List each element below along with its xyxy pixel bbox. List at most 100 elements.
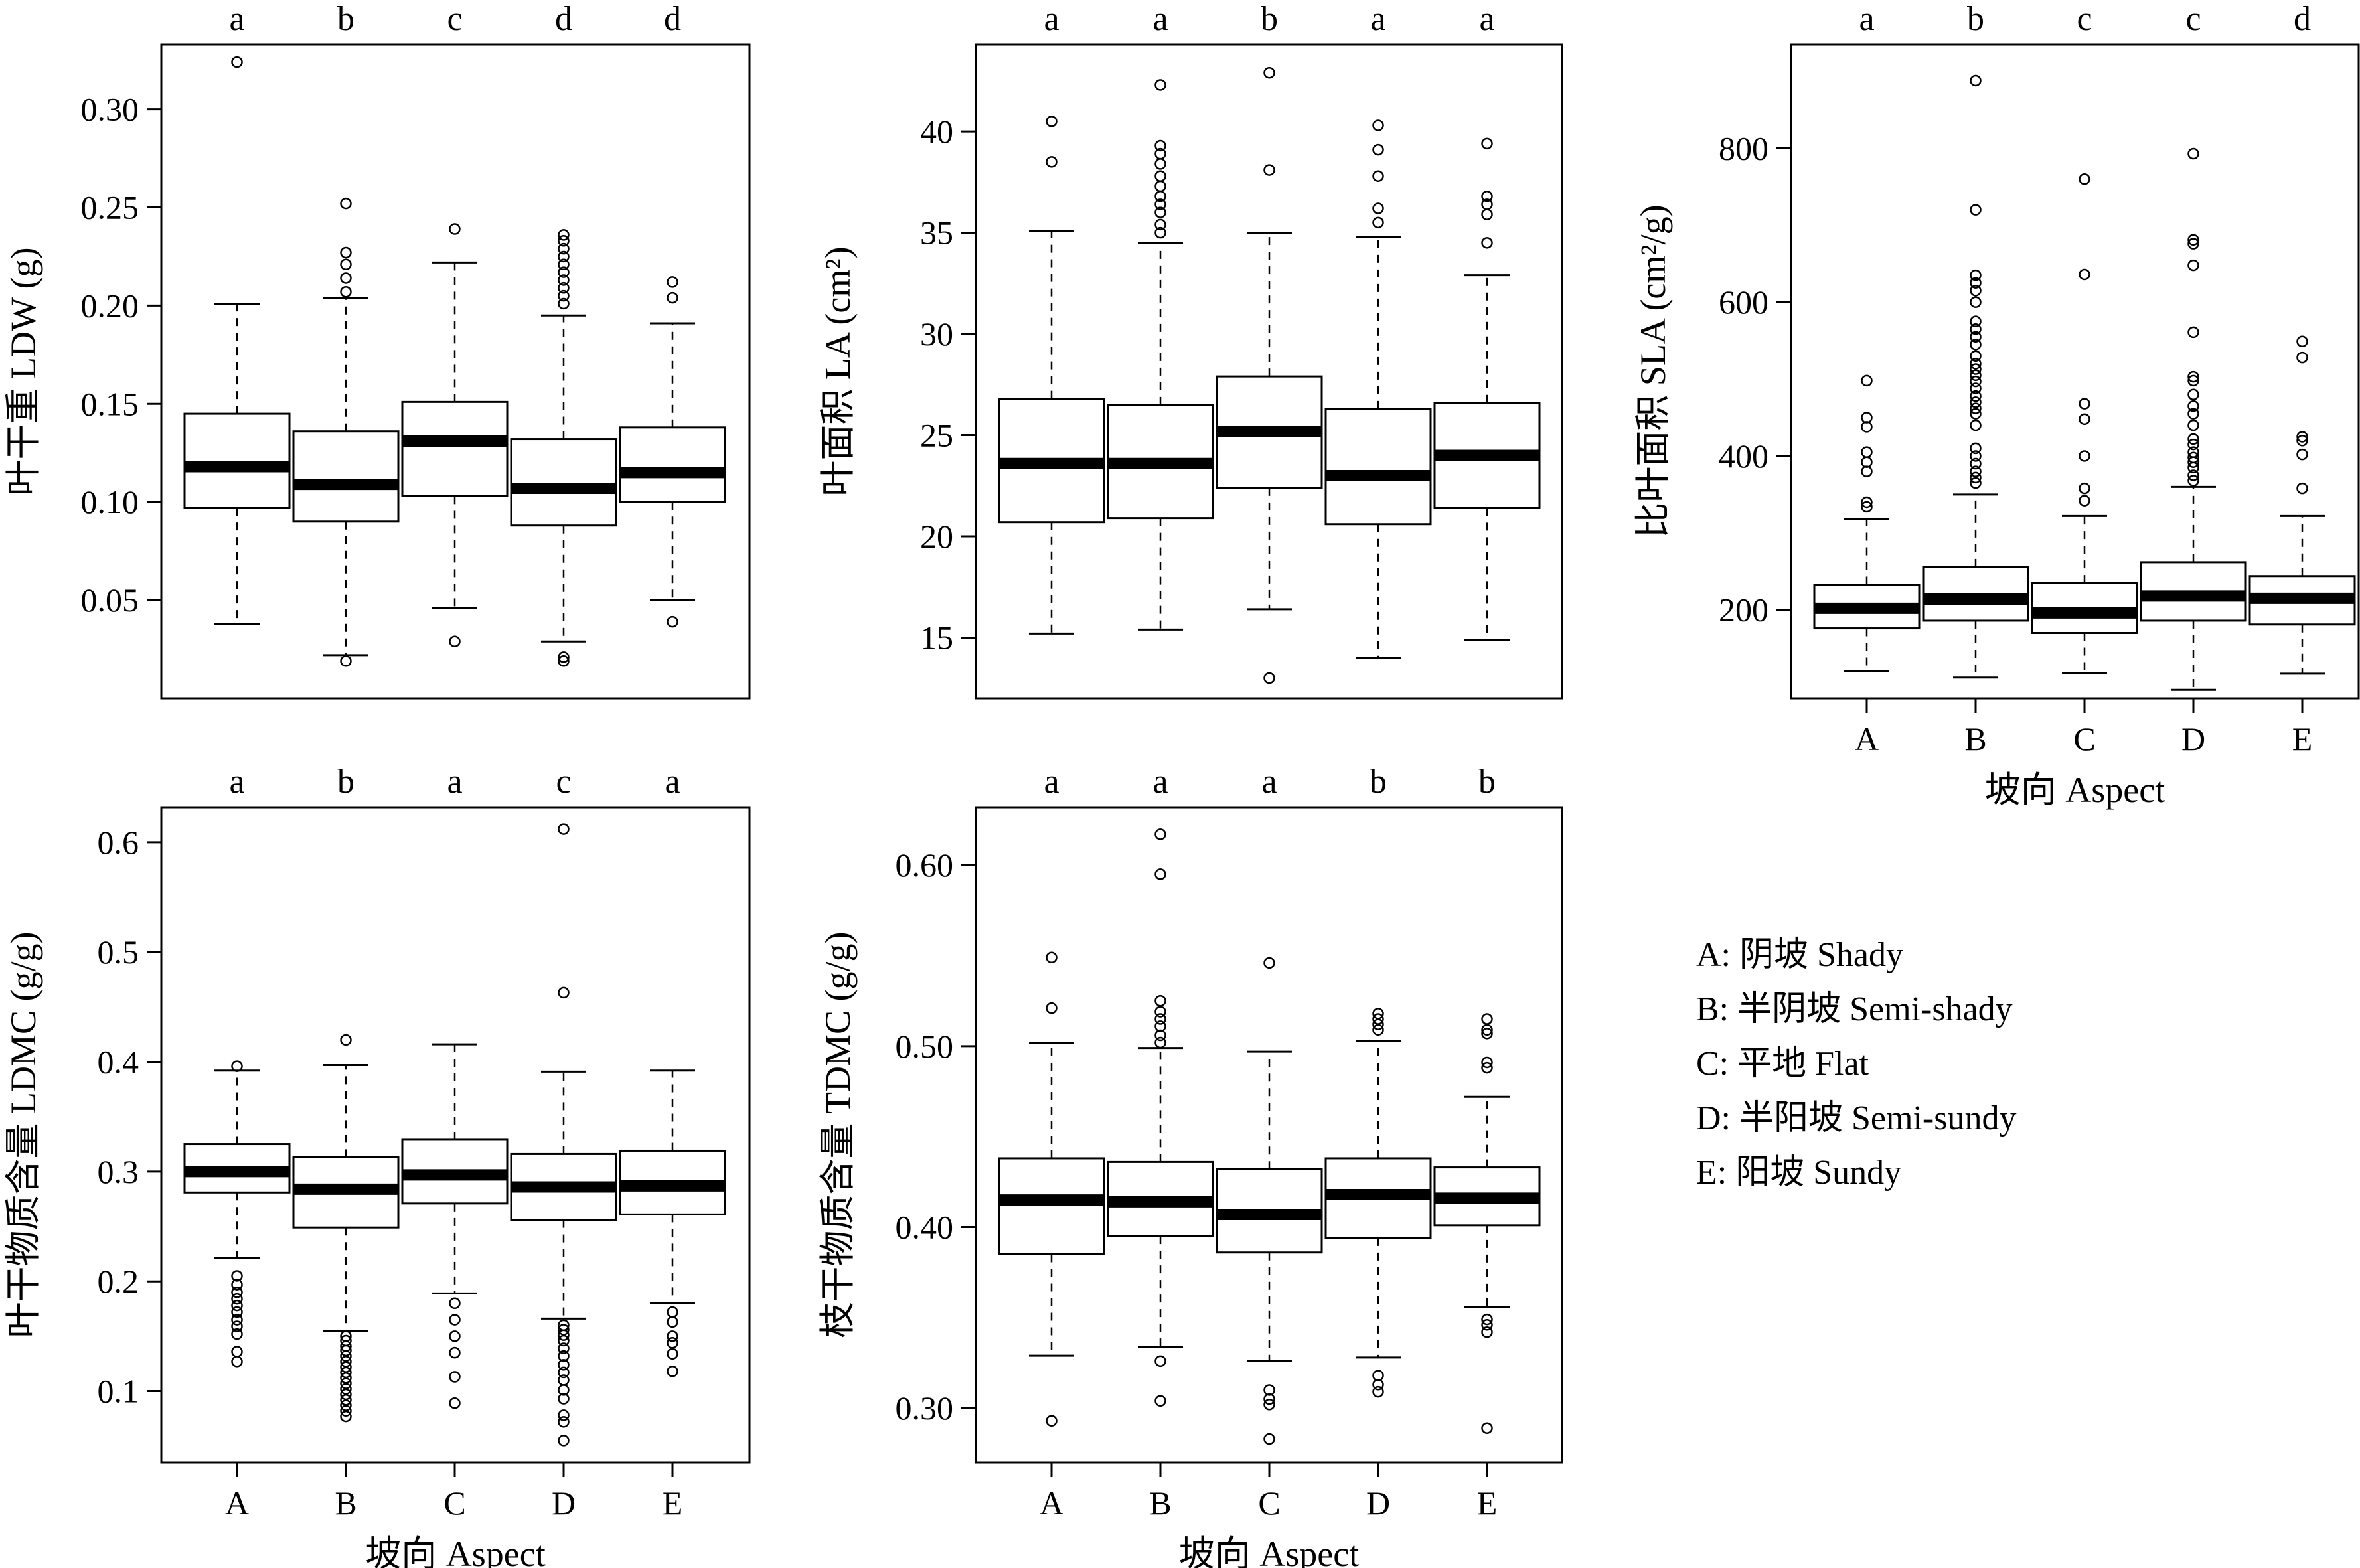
outlier-point — [2187, 469, 2199, 481]
outlier-point — [1970, 396, 1982, 408]
outlier-point — [1154, 994, 1166, 1007]
outlier-point — [1970, 323, 1982, 335]
significance-letter: a — [1859, 0, 1874, 38]
outlier-point — [1970, 419, 1982, 431]
box-B — [1922, 74, 2029, 679]
y-tick-label: 0.30 — [81, 91, 139, 128]
significance-letter: c — [2185, 0, 2201, 38]
legend-item-c: C: 平地 Flat — [1696, 1045, 1869, 1083]
outlier-point — [1970, 382, 1982, 394]
outlier-point — [1372, 119, 1384, 131]
outlier-point — [1372, 170, 1384, 182]
box-E — [1433, 137, 1541, 641]
iqr-box — [183, 412, 291, 509]
outlier-point — [449, 1330, 461, 1342]
outlier-point — [1263, 1384, 1275, 1396]
box-D — [1324, 119, 1432, 659]
outlier-point — [1263, 672, 1275, 684]
y-tick-label: 800 — [1719, 129, 1769, 167]
plot-frame — [975, 43, 1563, 700]
outlier-point — [231, 1356, 243, 1368]
x-tick-label: C — [1258, 1484, 1280, 1522]
significance-letter: d — [664, 0, 681, 38]
outlier-point — [1481, 1319, 1493, 1331]
outlier-point — [558, 1409, 570, 1421]
significance-letter: b — [1261, 0, 1278, 38]
y-axis-title: 比叶面积 SLA (cm²/g) — [1633, 204, 1673, 538]
outlier-point — [1481, 1024, 1493, 1036]
outlier-point — [231, 1286, 243, 1298]
outlier-point — [1263, 66, 1275, 79]
outlier-point — [1372, 1370, 1384, 1381]
outlier-point — [231, 1328, 243, 1340]
outlier-point — [1970, 450, 1982, 462]
x-tick-label: C — [2073, 720, 2095, 757]
outlier-point — [1970, 408, 1982, 420]
outlier-point — [1970, 269, 1982, 281]
outlier-point — [1154, 206, 1166, 218]
significance-letter: d — [2294, 0, 2311, 38]
x-tick-label: E — [1477, 1484, 1498, 1522]
significance-letter: a — [665, 763, 680, 801]
outlier-point — [558, 1393, 570, 1405]
outlier-point — [449, 635, 461, 647]
significance-letter: c — [447, 0, 462, 38]
outlier-point — [1481, 1313, 1493, 1326]
significance-letter: d — [555, 0, 572, 38]
x-axis-title: 坡向 Aspect — [365, 1534, 545, 1568]
outlier-point — [1970, 204, 1982, 216]
outlier-point — [1046, 951, 1058, 964]
y-tick-label: 0.1 — [98, 1373, 139, 1410]
outlier-point — [2187, 147, 2199, 160]
outlier-point — [1154, 158, 1166, 170]
outlier-point — [667, 1306, 678, 1318]
outlier-point — [558, 1374, 570, 1386]
outlier-point — [449, 1314, 461, 1326]
outlier-point — [1970, 471, 1982, 484]
outlier-point — [2187, 234, 2199, 246]
chart-panels: 0.05 0.10 0.15 0.20 0.25 0.30 叶干重 LDW (g) a b c d d… — [3, 0, 2360, 1568]
outlier-point — [1372, 202, 1384, 214]
outlier-point — [1372, 1024, 1384, 1036]
outlier-point — [340, 1377, 352, 1389]
outlier-point — [1046, 1415, 1058, 1427]
outlier-point — [1970, 369, 1982, 382]
outlier-point — [231, 1306, 243, 1318]
y-tick-label: 400 — [1719, 437, 1769, 475]
outlier-point — [1154, 868, 1166, 880]
outlier-point — [667, 1348, 678, 1360]
significance-letter: a — [1044, 763, 1059, 801]
iqr-box — [292, 430, 400, 523]
panel-tdmc: 0.30 0.40 0.50 0.60 枝干物质含量 TDMC (g/g) A B C D E 坡向… — [818, 763, 1563, 1568]
significance-letter: b — [337, 0, 354, 38]
outlier-point — [1263, 1433, 1275, 1445]
iqr-box — [998, 1157, 1105, 1255]
outlier-point — [2187, 451, 2199, 464]
significance-letter: b — [1967, 0, 1984, 38]
outlier-point — [667, 291, 678, 304]
outlier-point — [1970, 442, 1982, 455]
outlier-point — [1154, 79, 1166, 91]
significance-letter: a — [1152, 763, 1168, 801]
outlier-point — [2079, 268, 2090, 281]
y-tick-label: 600 — [1719, 283, 1769, 321]
outlier-point — [231, 1293, 243, 1305]
box-D — [1324, 1008, 1432, 1398]
outlier-point — [1372, 1385, 1384, 1398]
x-tick-label: B — [1964, 720, 1986, 757]
outlier-point — [1154, 226, 1166, 239]
outlier-point — [1154, 1029, 1166, 1042]
outlier-point — [1970, 457, 1982, 470]
y-tick-label: 25 — [920, 417, 953, 454]
outlier-point — [1154, 1020, 1166, 1032]
outlier-point — [2296, 448, 2308, 461]
legend-item-a: A: 阴坡 Shady — [1696, 936, 1903, 974]
outlier-point — [558, 1359, 570, 1371]
outlier-point — [1481, 1056, 1493, 1069]
outlier-point — [340, 655, 352, 667]
outlier-point — [2187, 259, 2199, 272]
iqr-box — [1324, 408, 1432, 526]
x-tick-label: A — [1040, 1484, 1063, 1522]
outlier-point — [2079, 173, 2090, 185]
outlier-point — [1481, 190, 1493, 202]
